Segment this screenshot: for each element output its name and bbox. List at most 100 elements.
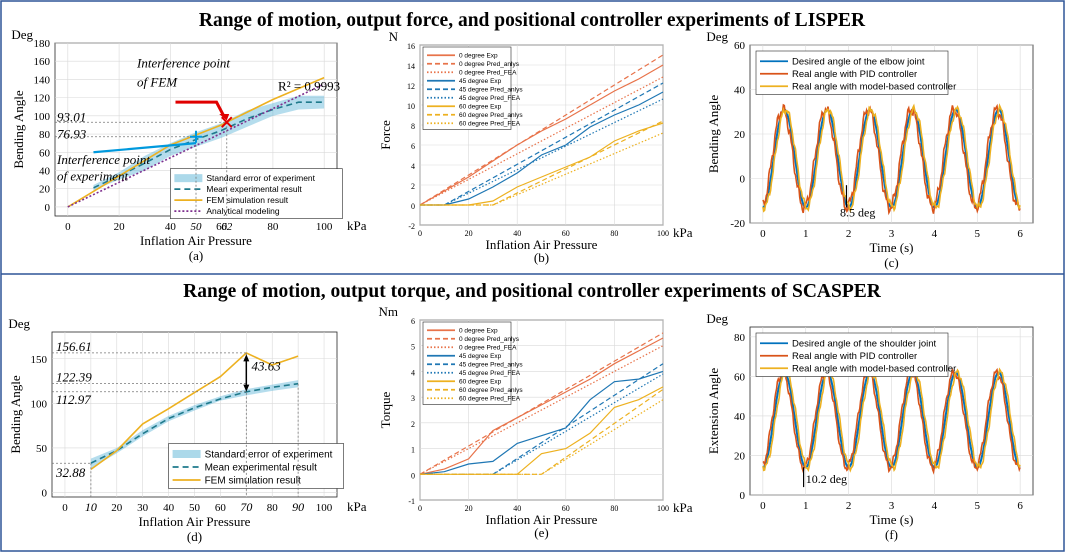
chart-c: 0 1 2 3 4 5 6 -20 0 20 40 60 Time (s) Deg Bending Angl…	[706, 29, 1034, 270]
x-tick-label: 5	[975, 500, 981, 512]
y-axis-label: Extension Angle	[706, 368, 721, 455]
legend-label: Mean experimental result	[206, 184, 302, 194]
legend-label: 0 degree Exp	[459, 328, 498, 335]
y-tick-label: 0	[740, 490, 746, 502]
y-tick-label: 1	[411, 446, 415, 455]
x-tick-label: 0	[760, 500, 766, 512]
legend-box	[422, 46, 512, 130]
chart-d: 0 10 20 30 40 50 60 70 80 90 100 0 50 100 150 Inflation…	[8, 316, 367, 544]
y-axis-unit: Deg	[706, 29, 728, 44]
y-tick-label: 0	[45, 202, 51, 214]
y-tick-label: 40	[39, 165, 51, 177]
y-tick-label: 4	[411, 368, 415, 377]
x-tick-label: 50	[189, 502, 201, 514]
legend-box	[422, 321, 512, 405]
y-axis-unit: Deg	[706, 311, 728, 326]
fem-arrowhead	[219, 114, 230, 121]
value-label: 32.88	[55, 465, 86, 480]
interference-marker-experiment	[190, 130, 202, 143]
y-tick-label: -20	[730, 218, 745, 230]
y-tick-label: 8	[411, 122, 415, 131]
legend-label: FEM simulation result	[205, 475, 301, 486]
y-axis-unit: Deg	[11, 27, 33, 42]
y-tick-label: 2	[411, 182, 415, 191]
y-tick-label: 140	[34, 74, 51, 86]
legend-label: 0 degree Exp	[459, 53, 498, 60]
y-tick-label: 0	[411, 471, 415, 480]
y-tick-label: 5	[411, 343, 415, 352]
x-tick-label: 0	[760, 228, 766, 240]
x-tick-label: 6	[1017, 228, 1023, 240]
legend-label: Standard error of experiment	[205, 449, 333, 460]
legend-box	[755, 50, 949, 95]
y-tick-label: 10	[407, 102, 415, 111]
y-tick-label: 0	[42, 488, 48, 500]
x-tick-label: 80	[267, 221, 279, 233]
x-tick-label: 0	[65, 221, 71, 233]
legend-label: 0 degree Pred_anlys	[459, 61, 520, 68]
x-tick-label: 2	[846, 228, 852, 240]
x-tick-label: 80	[610, 504, 618, 513]
legend-label: Real angle with model-based controller	[792, 364, 956, 375]
x-axis-unit: kPa	[673, 225, 693, 240]
y-tick-label: 100	[34, 111, 51, 123]
x-tick-label: 40	[163, 502, 175, 514]
value-label: 93.01	[57, 109, 86, 124]
legend-label: 60 degree Pred_anlys	[459, 387, 523, 394]
y-tick-label: 40	[734, 85, 746, 97]
value-label: 76.93	[57, 127, 87, 142]
x-tick-label: 100	[657, 504, 669, 513]
x-tick-label: 60	[562, 229, 570, 238]
error-label: 10.2 deg	[806, 472, 847, 486]
y-tick-label: 20	[734, 129, 746, 141]
x-tick-label: 80	[610, 229, 618, 238]
x-tick-label: 70	[240, 500, 252, 514]
x-tick-label: 80	[267, 502, 279, 514]
legend-label: Mean experimental result	[205, 462, 317, 473]
x-tick-label: 0	[62, 502, 68, 514]
x-tick-label: 6	[1017, 500, 1023, 512]
x-tick-label: 1	[803, 228, 809, 240]
y-tick-label: 3	[411, 394, 415, 403]
panel-label: (b)	[534, 250, 549, 265]
y-tick-label: 60	[734, 371, 746, 383]
legend-swatch	[172, 449, 201, 458]
y-axis-label: Bending Angle	[11, 90, 26, 169]
legend-label: 45 degree Pred_anlys	[459, 362, 523, 369]
value-label: 122.39	[56, 369, 92, 384]
y-tick-label: 80	[39, 129, 51, 141]
x-axis-label: Inflation Air Pressure	[139, 514, 251, 529]
y-tick-label: 60	[734, 40, 746, 52]
x-tick-label: 5	[975, 228, 981, 240]
series-line	[67, 83, 325, 208]
difference-arrowhead	[243, 384, 250, 392]
x-tick-label: 40	[513, 229, 521, 238]
y-tick-label: 100	[31, 398, 48, 410]
x-axis-unit: kPa	[673, 500, 693, 515]
difference-label: 43.63	[252, 358, 282, 373]
y-axis-label: Bending Angle	[706, 95, 721, 174]
x-axis-label: Time (s)	[870, 512, 914, 527]
series-band	[90, 380, 299, 469]
y-tick-label: 16	[407, 42, 415, 51]
panel-label: (e)	[534, 525, 548, 540]
x-axis-label: Inflation Air Pressure	[140, 233, 252, 248]
x-tick-label: 3	[889, 500, 895, 512]
legend-swatch	[174, 174, 203, 183]
legend-label: 60 degree Pred_FEA	[459, 121, 521, 128]
x-tick-label: 100	[316, 502, 333, 514]
x-axis-label: Inflation Air Pressure	[486, 237, 598, 252]
y-tick-label: 14	[407, 62, 415, 71]
x-axis-unit: kPa	[347, 499, 367, 514]
legend-label: 60 degree Exp	[459, 104, 502, 111]
x-tick-label: 60	[216, 221, 228, 233]
top-section-title: Range of motion, output force, and posit…	[199, 10, 866, 31]
legend-label: 0 degree Pred_FEA	[459, 70, 517, 77]
y-axis-unit: Deg	[8, 316, 30, 331]
series-line	[90, 351, 299, 471]
series-line	[420, 120, 664, 206]
series-line	[419, 337, 664, 475]
series-line	[420, 91, 664, 206]
